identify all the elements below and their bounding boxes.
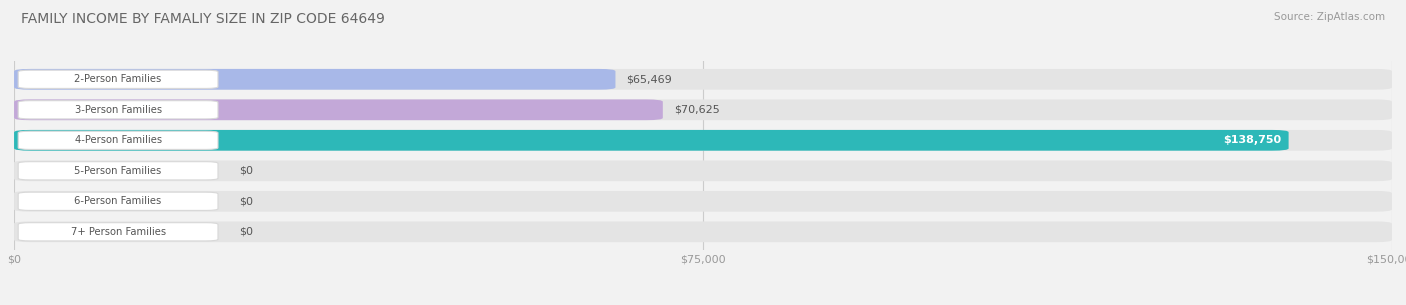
Text: $65,469: $65,469 bbox=[627, 74, 672, 84]
Text: 7+ Person Families: 7+ Person Families bbox=[70, 227, 166, 237]
FancyBboxPatch shape bbox=[18, 192, 218, 210]
FancyBboxPatch shape bbox=[14, 130, 1392, 151]
FancyBboxPatch shape bbox=[14, 160, 1392, 181]
Text: 3-Person Families: 3-Person Families bbox=[75, 105, 162, 115]
FancyBboxPatch shape bbox=[14, 130, 1289, 151]
FancyBboxPatch shape bbox=[18, 162, 218, 180]
Text: 6-Person Families: 6-Person Families bbox=[75, 196, 162, 206]
Text: FAMILY INCOME BY FAMALIY SIZE IN ZIP CODE 64649: FAMILY INCOME BY FAMALIY SIZE IN ZIP COD… bbox=[21, 12, 385, 26]
Text: Source: ZipAtlas.com: Source: ZipAtlas.com bbox=[1274, 12, 1385, 22]
Text: 2-Person Families: 2-Person Families bbox=[75, 74, 162, 84]
Text: $138,750: $138,750 bbox=[1223, 135, 1282, 145]
FancyBboxPatch shape bbox=[14, 69, 616, 90]
FancyBboxPatch shape bbox=[18, 101, 218, 119]
FancyBboxPatch shape bbox=[18, 70, 218, 88]
FancyBboxPatch shape bbox=[14, 69, 1392, 90]
FancyBboxPatch shape bbox=[14, 221, 1392, 242]
FancyBboxPatch shape bbox=[14, 99, 1392, 120]
Text: $0: $0 bbox=[239, 196, 253, 206]
Text: 4-Person Families: 4-Person Families bbox=[75, 135, 162, 145]
Text: $0: $0 bbox=[239, 227, 253, 237]
FancyBboxPatch shape bbox=[18, 223, 218, 241]
FancyBboxPatch shape bbox=[14, 99, 662, 120]
Text: 5-Person Families: 5-Person Families bbox=[75, 166, 162, 176]
Text: $70,625: $70,625 bbox=[673, 105, 720, 115]
Text: $0: $0 bbox=[239, 166, 253, 176]
FancyBboxPatch shape bbox=[18, 131, 218, 149]
FancyBboxPatch shape bbox=[14, 191, 1392, 212]
